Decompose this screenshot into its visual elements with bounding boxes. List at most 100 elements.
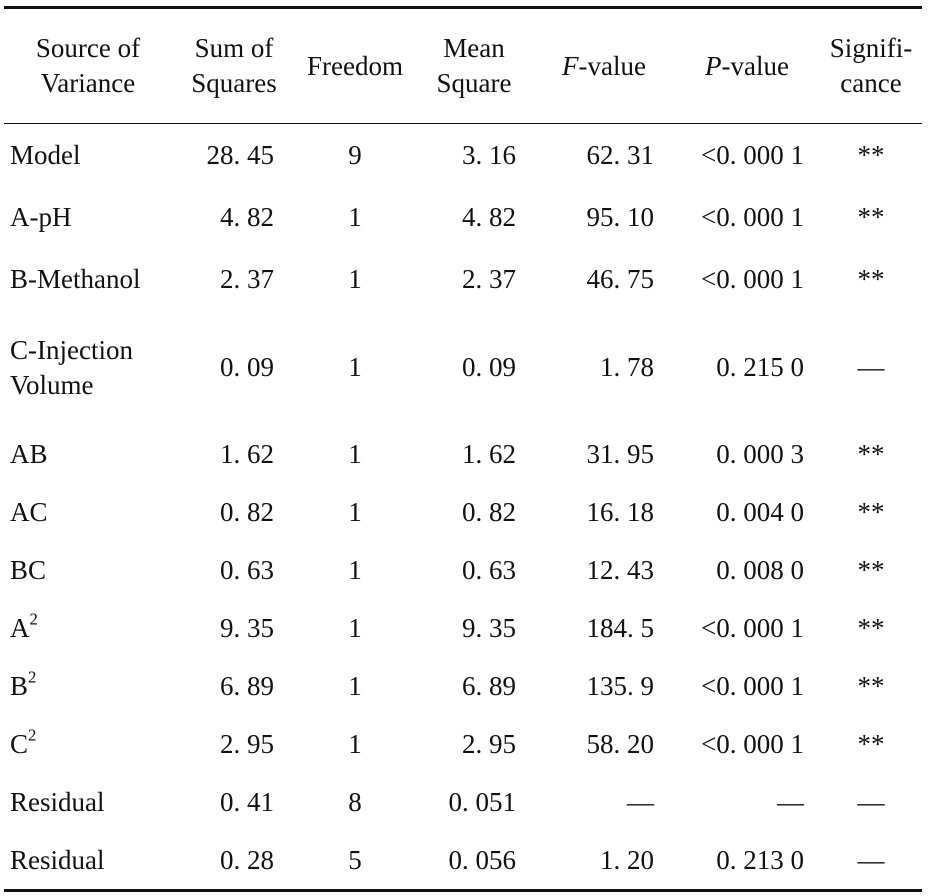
cell-sum-of-squares: 2. 37 [172, 248, 296, 310]
header-freedom: Freedom [296, 8, 414, 124]
header-text: Freedom [307, 50, 403, 81]
cell-freedom: 1 [296, 425, 414, 483]
table-row: B-Methanol 2. 37 1 2. 37 46. 75 <0. 000 1 ** [4, 248, 922, 310]
header-f-letter: F [562, 50, 579, 81]
cell-f-value-text: 31. 95 [586, 438, 655, 469]
cell-significance: ** [820, 186, 922, 248]
cell-freedom: 8 [296, 773, 414, 831]
header-p-letter: P [705, 50, 722, 81]
cell-sum-of-squares-text: 1. 62 [220, 438, 274, 469]
cell-source: Model [4, 124, 172, 187]
cell-f-value: 135. 9 [534, 657, 674, 715]
cell-source: AC [4, 483, 172, 541]
cell-freedom: 1 [296, 310, 414, 425]
cell-p-value: — [674, 773, 820, 831]
cell-source-text: C-Injection Volume [10, 334, 133, 400]
cell-source: C-Injection Volume [4, 310, 172, 425]
header-text: Signifi- [829, 33, 913, 64]
cell-significance-text: ** [857, 201, 885, 232]
cell-source-text: A [10, 612, 30, 643]
cell-p-value-text: 0. 213 0 [716, 844, 804, 875]
cell-sum-of-squares-text: 0. 28 [220, 844, 274, 875]
cell-freedom-text: 5 [348, 844, 362, 875]
cell-mean-square-text: 0. 09 [462, 352, 516, 383]
table-row: AC 0. 82 1 0. 82 16. 18 0. 004 0 ** [4, 483, 922, 541]
cell-freedom-text: 1 [348, 438, 362, 469]
cell-significance-text: ** [857, 438, 885, 469]
cell-significance-text: ** [857, 728, 885, 759]
cell-sum-of-squares: 0. 63 [172, 541, 296, 599]
cell-f-value-text: — [627, 786, 654, 817]
table-body: Model 28. 45 9 3. 16 62. 31 <0. 000 1 ** A-pH 4.… [4, 124, 922, 891]
header-text: Square [436, 68, 512, 98]
cell-significance: ** [820, 541, 922, 599]
cell-f-value-text: 1. 78 [600, 352, 654, 383]
cell-mean-square: 0. 82 [414, 483, 534, 541]
header-text: Squares [191, 68, 277, 98]
cell-freedom-text: 1 [348, 612, 362, 643]
cell-f-value: 16. 18 [534, 483, 674, 541]
cell-significance: — [820, 773, 922, 831]
cell-mean-square-text: 0. 051 [448, 786, 517, 817]
cell-source-superscript: 2 [28, 667, 37, 687]
cell-source-text: Model [10, 139, 81, 170]
cell-source: B-Methanol [4, 248, 172, 310]
table-row: C2 2. 95 1 2. 95 58. 20 <0. 000 1 ** [4, 715, 922, 773]
cell-freedom-text: 9 [348, 139, 362, 170]
cell-sum-of-squares: 28. 45 [172, 124, 296, 187]
cell-freedom: 1 [296, 483, 414, 541]
cell-freedom-text: 1 [348, 201, 362, 232]
header-sum-of-squares: Sum of Squares [172, 8, 296, 124]
cell-sum-of-squares-text: 2. 95 [220, 728, 274, 759]
cell-freedom: 9 [296, 124, 414, 187]
cell-freedom: 1 [296, 248, 414, 310]
header-p-suffix: -value [721, 50, 789, 81]
header-text: Variance [40, 68, 136, 98]
cell-p-value-text: — [777, 786, 804, 817]
cell-source-text: Residual [10, 786, 105, 817]
cell-significance: ** [820, 425, 922, 483]
cell-sum-of-squares-text: 0. 82 [220, 496, 274, 527]
table-row: A2 9. 35 1 9. 35 184. 5 <0. 000 1 ** [4, 599, 922, 657]
cell-sum-of-squares: 0. 28 [172, 831, 296, 891]
cell-source-text: C [10, 728, 29, 759]
cell-freedom-text: 1 [348, 728, 362, 759]
cell-p-value-text: 0. 008 0 [716, 554, 804, 585]
cell-mean-square-text: 0. 056 [448, 844, 517, 875]
anova-table-container: Source of Variance Sum of Squares Freedo… [4, 6, 922, 892]
cell-p-value: 0. 008 0 [674, 541, 820, 599]
cell-source-superscript: 2 [29, 609, 38, 629]
cell-sum-of-squares-text: 0. 63 [220, 554, 274, 585]
cell-mean-square: 1. 62 [414, 425, 534, 483]
cell-freedom-text: 1 [348, 352, 362, 383]
cell-mean-square: 9. 35 [414, 599, 534, 657]
cell-mean-square: 6. 89 [414, 657, 534, 715]
cell-p-value: 0. 215 0 [674, 310, 820, 425]
cell-mean-square-text: 3. 16 [462, 139, 516, 170]
cell-p-value-text: 0. 004 0 [716, 496, 804, 527]
cell-p-value-text: 0. 000 3 [716, 438, 804, 469]
cell-f-value: 12. 43 [534, 541, 674, 599]
cell-source-text: B [10, 670, 29, 701]
cell-source-text: BC [10, 554, 47, 585]
cell-source-superscript: 2 [28, 725, 37, 745]
cell-sum-of-squares-text: 4. 82 [220, 201, 274, 232]
table-row: C-Injection Volume 0. 09 1 0. 09 1. 78 0. 215… [4, 310, 922, 425]
cell-freedom: 1 [296, 541, 414, 599]
cell-p-value: 0. 213 0 [674, 831, 820, 891]
cell-significance-text: — [857, 352, 885, 383]
cell-source: A-pH [4, 186, 172, 248]
cell-f-value: 62. 31 [534, 124, 674, 187]
cell-p-value-text: <0. 000 1 [701, 670, 804, 701]
cell-mean-square: 0. 09 [414, 310, 534, 425]
table-row: Residual 0. 41 8 0. 051 — — — [4, 773, 922, 831]
cell-sum-of-squares: 1. 62 [172, 425, 296, 483]
cell-significance-text: — [857, 844, 885, 875]
cell-source-text: AB [10, 438, 48, 469]
cell-sum-of-squares-text: 6. 89 [220, 670, 274, 701]
header-f-value: F-value [534, 8, 674, 124]
cell-f-value: 95. 10 [534, 186, 674, 248]
cell-freedom-text: 1 [348, 496, 362, 527]
cell-sum-of-squares-text: 9. 35 [220, 612, 274, 643]
cell-significance-text: ** [857, 139, 885, 170]
